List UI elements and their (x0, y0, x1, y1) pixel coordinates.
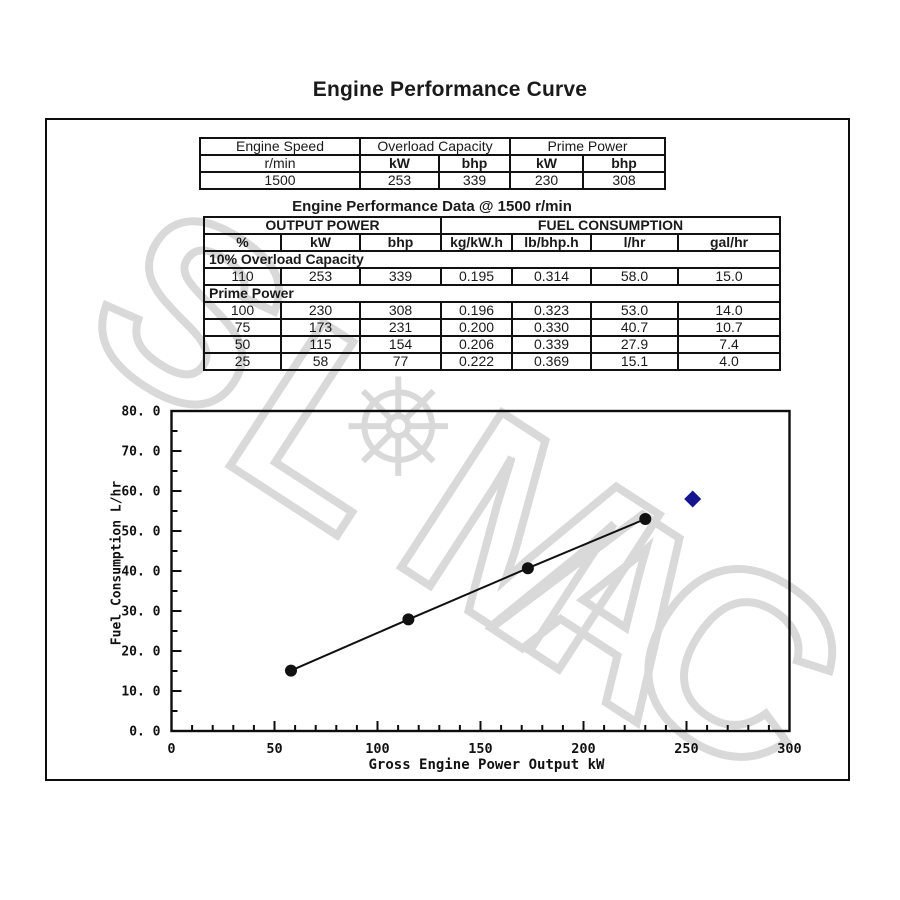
value-cell: 53.0 (590, 301, 680, 320)
document-frame: S L M A C (45, 118, 850, 781)
value-cell: 308 (358, 301, 443, 320)
svg-text:Fuel Consumption L/hr: Fuel Consumption L/hr (110, 481, 125, 646)
col-header: l/hr (590, 233, 680, 252)
table-row: 10% Overload Capacity (202, 250, 782, 269)
svg-text:40. 0: 40. 0 (121, 565, 160, 580)
svg-text:0: 0 (167, 741, 175, 757)
value-cell: 77 (358, 352, 443, 371)
performance-table-caption: Engine Performance Data @ 1500 r/min (292, 198, 572, 215)
col-header: kW (280, 233, 361, 252)
value-cell: 14.0 (677, 301, 782, 320)
table-row: 1500 253 339 230 308 (199, 171, 667, 190)
value-cell: 0.195 (440, 267, 514, 286)
value-cell: 0.330 (511, 318, 593, 337)
value-cell: 0.196 (440, 301, 514, 320)
svg-text:50: 50 (266, 741, 282, 757)
svg-text:250: 250 (674, 741, 698, 757)
ship-helm-icon (348, 376, 448, 476)
col-header: % (203, 233, 282, 252)
table-row: OUTPUT POWER FUEL CONSUMPTION (202, 216, 782, 235)
value-cell: 1500 (199, 171, 361, 190)
col-header: Prime Power (509, 137, 667, 156)
value-cell: 339 (437, 171, 512, 190)
unit-cell: kW (509, 154, 585, 173)
value-cell: 154 (358, 335, 443, 354)
value-cell: 0.222 (440, 352, 514, 371)
table-row: 25 58 77 0.222 0.369 15.1 4.0 (203, 352, 782, 371)
section-label: Prime Power (202, 284, 782, 303)
table-row: % kW bhp kg/kW.h lb/bhp.h l/hr gal/hr (203, 233, 782, 252)
value-cell: 0.314 (511, 267, 593, 286)
unit-cell: bhp (437, 154, 512, 173)
value-cell: 58.0 (590, 267, 680, 286)
svg-text:150: 150 (468, 741, 492, 757)
value-cell: 15.1 (590, 352, 680, 371)
value-cell: 230 (280, 301, 361, 320)
svg-text:200: 200 (571, 741, 595, 757)
col-header: Overload Capacity (358, 137, 512, 156)
col-header: gal/hr (677, 233, 782, 252)
svg-text:100: 100 (365, 741, 389, 757)
svg-text:30. 0: 30. 0 (121, 605, 160, 620)
table-row: Prime Power (202, 284, 782, 303)
table-row: r/min kW bhp kW bhp (199, 154, 667, 173)
group-header: OUTPUT POWER (202, 216, 443, 235)
col-header: Engine Speed (199, 137, 361, 156)
svg-text:0. 0: 0. 0 (129, 725, 160, 740)
svg-text:20. 0: 20. 0 (121, 645, 160, 660)
value-cell: 253 (359, 171, 440, 190)
svg-text:60. 0: 60. 0 (121, 485, 160, 500)
table-row: 75 173 231 0.200 0.330 40.7 10.7 (203, 318, 782, 337)
unit-cell: r/min (199, 154, 361, 173)
svg-text:50. 0: 50. 0 (121, 525, 160, 540)
table-row: Engine Speed Overload Capacity Prime Pow… (199, 137, 667, 156)
unit-cell: bhp (582, 154, 667, 173)
svg-text:Gross Engine Power Output kW: Gross Engine Power Output kW (368, 757, 605, 773)
value-cell: 231 (358, 318, 443, 337)
svg-text:10. 0: 10. 0 (121, 685, 160, 700)
frame-content: Engine Speed Overload Capacity Prime Pow… (47, 120, 848, 779)
value-cell: 0.323 (511, 301, 593, 320)
table-row: 50 115 154 0.206 0.339 27.9 7.4 (203, 335, 782, 354)
table-row: 100 230 308 0.196 0.323 53.0 14.0 (203, 301, 782, 320)
value-cell: 115 (280, 335, 361, 354)
value-cell: 0.206 (440, 335, 514, 354)
value-cell: 40.7 (590, 318, 680, 337)
svg-text:70. 0: 70. 0 (121, 445, 160, 460)
value-cell: 15.0 (677, 267, 782, 286)
performance-data-table: OUTPUT POWER FUEL CONSUMPTION % kW bhp k… (202, 216, 782, 371)
value-cell: 0.369 (511, 352, 593, 371)
value-cell: 7.4 (677, 335, 782, 354)
performance-chart: 0. 0 10. 0 20. 0 30. 0 40. 0 50. 0 60. 0 70. 0 8… (110, 405, 802, 774)
unit-cell: kW (359, 154, 440, 173)
value-cell: 253 (280, 267, 361, 286)
value-cell: 58 (280, 352, 361, 371)
value-cell: 173 (280, 318, 361, 337)
section-label: 10% Overload Capacity (202, 250, 782, 269)
value-cell: 27.9 (590, 335, 680, 354)
page-title: Engine Performance Curve (312, 78, 588, 101)
col-header: bhp (358, 233, 443, 252)
value-cell: 4.0 (677, 352, 782, 371)
value-cell: 100 (203, 301, 282, 320)
value-cell: 0.200 (440, 318, 514, 337)
value-cell: 75 (203, 318, 282, 337)
svg-text:80. 0: 80. 0 (121, 405, 160, 420)
table-row: 110 253 339 0.195 0.314 58.0 15.0 (203, 267, 782, 286)
value-cell: 308 (582, 171, 667, 190)
engine-ratings-table: Engine Speed Overload Capacity Prime Pow… (199, 137, 667, 190)
value-cell: 230 (509, 171, 585, 190)
value-cell: 339 (358, 267, 443, 286)
group-header: FUEL CONSUMPTION (440, 216, 782, 235)
value-cell: 0.339 (511, 335, 593, 354)
value-cell: 10.7 (677, 318, 782, 337)
svg-text:300: 300 (777, 741, 801, 757)
value-cell: 25 (203, 352, 282, 371)
value-cell: 110 (203, 267, 282, 286)
value-cell: 50 (203, 335, 282, 354)
col-header: kg/kW.h (440, 233, 514, 252)
col-header: lb/bhp.h (511, 233, 593, 252)
